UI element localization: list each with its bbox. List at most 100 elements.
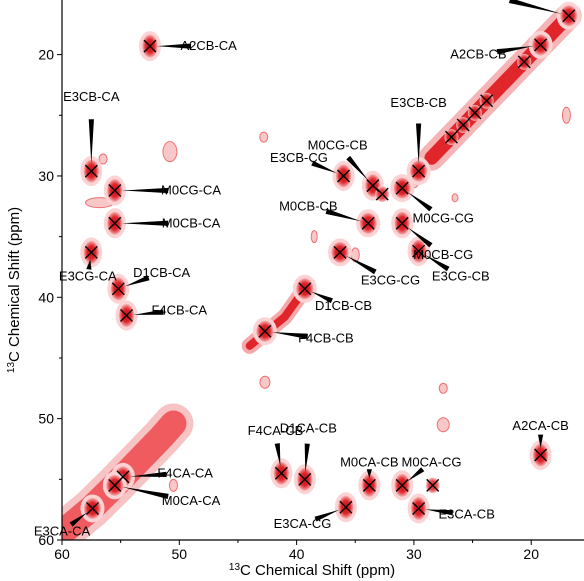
peak-marker [395,216,409,230]
minor-contour [162,141,178,163]
peak-label: A2CB-CB [450,47,506,62]
peak-pointer [86,259,92,270]
x-tick-label: 50 [172,546,188,562]
minor-contour [451,193,459,203]
peak-pointer [407,227,433,248]
peak-label: E3CA-CG [274,516,332,531]
peak-marker [426,478,440,492]
peak-pointer [425,509,453,516]
peak-pointer [424,254,450,272]
peak-label: F4CB-CB [298,331,354,346]
peak-label: M0CG-CG [413,210,474,225]
minor-contour [98,153,108,165]
peak-pointer [346,155,369,181]
peak-label: M0CG-CA [161,183,221,198]
peak-marker [108,184,122,198]
x-tick-label: 30 [406,546,422,562]
y-tick-label: 30 [38,168,54,184]
peak-marker [108,478,122,492]
peak-pointer [133,309,164,315]
peak-label: E3CB-CB [390,95,446,110]
peak-marker [562,9,576,23]
peak-label: F4CA-CA [157,465,213,480]
axes [61,0,584,541]
peak-pointer [496,45,534,55]
peak-label: M0CA-CA [162,493,221,508]
peak-marker [298,472,312,486]
peak-labels: A2CB-CA M0CE-CE A2CB-CB E3CB-CA E3CB-CB M0CG-… [34,0,569,539]
peak-marker [375,187,389,201]
peak-marker [274,466,288,480]
peak-label: E3CA-CA [34,524,91,539]
y-axis-label: 13C Chemical Shift (ppm) [6,207,24,373]
peak-marker [86,501,99,515]
y-tick-label: 40 [38,289,54,305]
peak-pointer [129,471,167,477]
peak-label: M0CB-CA [162,215,221,230]
peak-marker [534,38,548,52]
peak-pointer [407,192,433,212]
minor-contour [436,417,450,433]
minor-contour [438,382,448,394]
peak-marker [84,245,98,259]
peak-pointer [366,469,372,479]
peak-marker [412,164,426,178]
peak-label: A2CA-CB [512,418,568,433]
minor-contour [168,478,178,492]
peak-pointer [346,255,377,275]
minor-contour [259,375,271,389]
peak-marker [412,501,426,515]
peak-pointer [537,434,544,449]
peak-marker [395,181,409,195]
peak-marker [339,500,353,514]
peak-label: M0CA-CB [340,454,399,469]
peak-pointer [325,208,362,222]
peak-pointer [121,187,169,194]
peak-label: D1CB-CA [133,265,190,280]
peak-marker [143,39,157,53]
peak-label: E3CG-CA [59,269,117,284]
peak-label: M0CB-CG [413,247,473,262]
peak-marker [517,55,531,69]
peak-pointer [314,509,340,522]
x-ticks: 60 50 40 30 20 [54,540,539,562]
peak-pointer [124,275,150,287]
peak-marker [468,106,482,120]
peak-label: E3CB-CG [270,150,328,165]
peak-pointer [271,332,308,339]
peak-label: M0CA-CG [402,454,462,469]
peak-marker [111,282,125,296]
peak-label: D1CB-CB [315,298,372,313]
minor-contour [259,131,269,143]
peak-marker [456,118,470,132]
peak-pointer [274,443,281,467]
peak-pointer [121,220,169,226]
peak-marker [84,164,98,178]
y-ticks: 20 30 40 50 60 [38,47,62,548]
x-axis-label: 13C Chemical Shift (ppm) [229,562,395,580]
peak-pointer [407,467,425,482]
peak-pointer [88,119,94,165]
peak-label: A2CB-CA [180,38,237,53]
x-tick-label: 20 [523,546,539,562]
peak-pointer [304,443,310,473]
peak-pointer [156,43,192,49]
x-tick-label: 40 [289,546,305,562]
peak-pointer [311,291,333,304]
y-tick-label: 20 [38,47,54,63]
peak-marker [412,244,426,258]
peak-marker [333,245,347,259]
minor-contour [561,106,571,124]
peak-label: E3CG-CG [361,272,420,287]
peak-marker [298,282,312,296]
peak-label: D1CA-CB [280,420,337,435]
x-tick-label: 60 [54,546,70,562]
peak-pointer [121,486,169,499]
peak-label: E3CB-CA [63,89,120,104]
peak-marker [395,478,409,492]
peak-pointer [508,0,562,15]
peak-marker [337,169,351,183]
peak-label: E3CG-CB [432,269,490,284]
y-tick-label: 60 [38,532,54,548]
peak-pointer [311,160,338,174]
